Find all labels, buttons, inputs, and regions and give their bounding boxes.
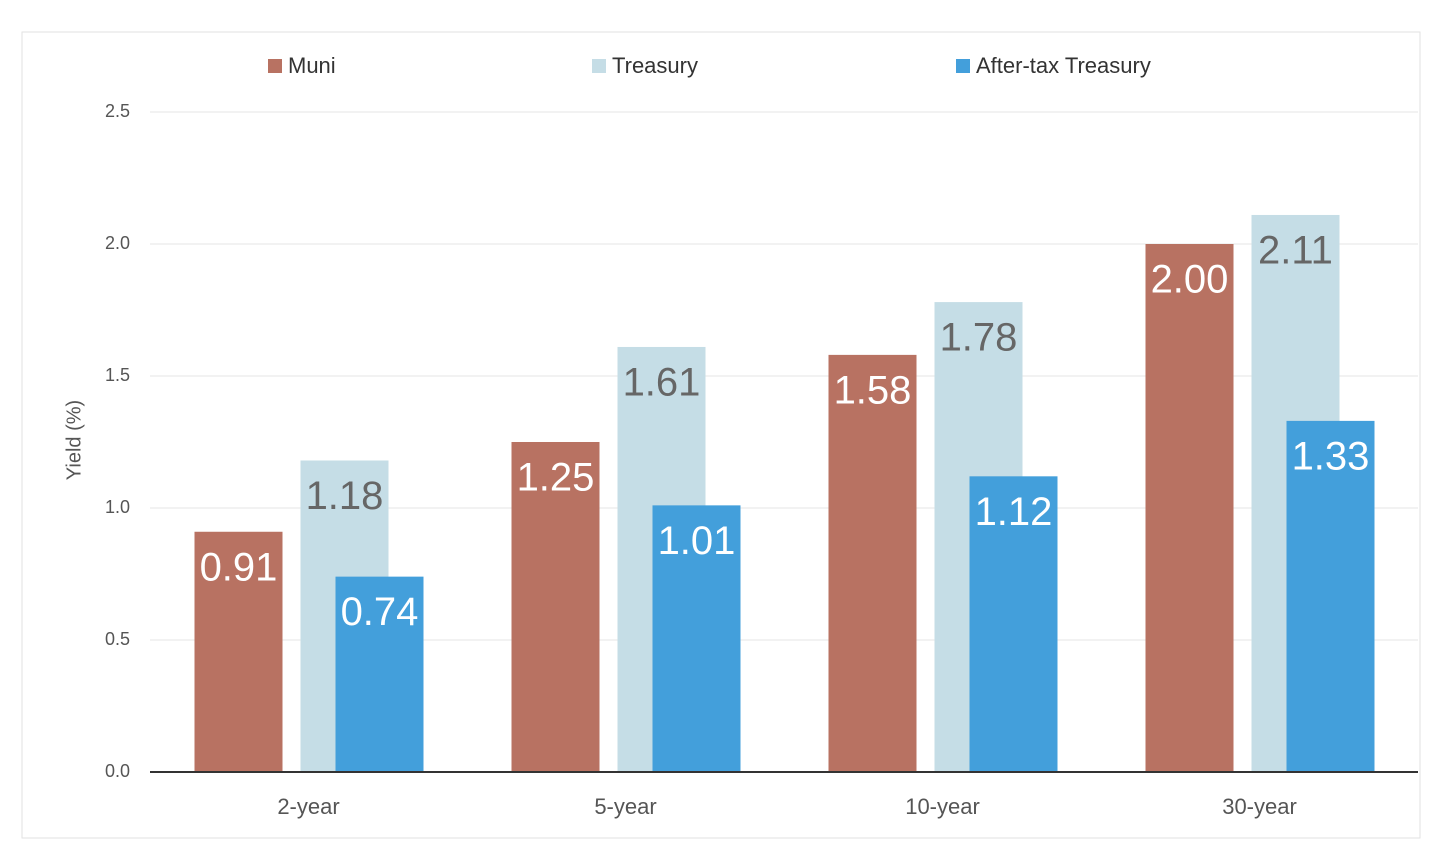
legend-label: Treasury (612, 53, 698, 78)
y-tick-label: 0.0 (105, 761, 130, 781)
bar (1145, 244, 1234, 772)
y-tick-label: 2.0 (105, 233, 130, 253)
bar (828, 354, 917, 772)
legend-label: After-tax Treasury (976, 53, 1151, 78)
x-tick-label: 10-year (905, 794, 980, 819)
y-axis-title: Yield (%) (63, 400, 85, 480)
legend-label: Muni (288, 53, 336, 78)
value-label: 0.91 (200, 545, 278, 589)
bar (1286, 420, 1375, 772)
bar (335, 576, 424, 772)
value-label: 0.74 (341, 590, 419, 634)
bar (194, 531, 283, 772)
legend-swatch (268, 59, 282, 73)
legend-swatch (592, 59, 606, 73)
x-tick-label: 5-year (594, 794, 656, 819)
value-label: 2.00 (1151, 258, 1229, 302)
value-label: 1.33 (1292, 434, 1370, 478)
y-tick-label: 0.5 (105, 629, 130, 649)
value-label: 1.01 (658, 519, 736, 563)
bar (969, 476, 1058, 772)
legend-swatch (956, 59, 970, 73)
bar (652, 505, 741, 772)
bar (511, 442, 600, 772)
y-tick-label: 1.0 (105, 497, 130, 517)
value-label: 2.11 (1258, 229, 1333, 273)
value-label: 1.25 (517, 456, 595, 500)
y-tick-label: 1.5 (105, 365, 130, 385)
x-tick-label: 30-year (1222, 794, 1297, 819)
chart-frame (21, 31, 1421, 839)
value-label: 1.61 (623, 361, 701, 405)
value-label: 1.78 (940, 316, 1018, 360)
value-label: 1.58 (834, 368, 912, 412)
y-tick-label: 2.5 (105, 101, 130, 121)
value-label: 1.12 (975, 490, 1053, 534)
value-label: 1.18 (306, 474, 384, 518)
x-tick-label: 2-year (277, 794, 339, 819)
